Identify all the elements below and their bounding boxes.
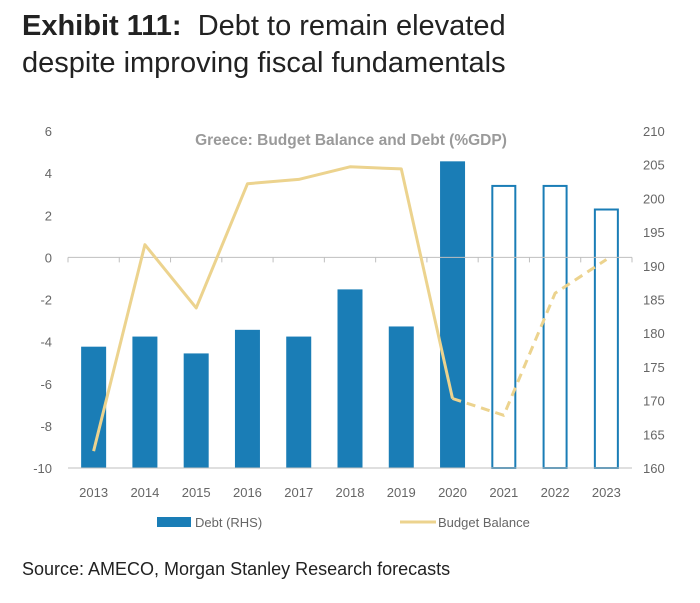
- x-tick-label: 2013: [79, 485, 108, 500]
- legend-label-debt: Debt (RHS): [195, 515, 262, 530]
- right-tick-label: 165: [643, 427, 665, 442]
- exhibit-title: Exhibit 111: Debt to remain elevated des…: [22, 8, 682, 82]
- right-tick-label: 185: [643, 293, 665, 308]
- left-tick-label: -8: [40, 419, 52, 434]
- x-tick-label: 2022: [541, 485, 570, 500]
- right-tick-label: 205: [643, 158, 665, 173]
- left-tick-label: -10: [33, 461, 52, 476]
- left-tick-label: -4: [40, 335, 52, 350]
- debt-bar: [183, 353, 209, 468]
- title-line-1: Exhibit 111: Debt to remain elevated: [22, 8, 682, 45]
- budget-balance-line: [92, 165, 608, 452]
- x-tick-label: 2015: [182, 485, 211, 500]
- right-axis: 160 165 170 175 180 185 190 195 200 205 210: [643, 124, 665, 476]
- x-tick-label: 2020: [438, 485, 467, 500]
- left-tick-label: -2: [40, 293, 52, 308]
- debt-bar: [234, 329, 260, 468]
- debt-bar: [440, 161, 466, 468]
- chart-title: Greece: Budget Balance and Debt (%GDP): [195, 132, 507, 149]
- right-tick-label: 190: [643, 259, 665, 274]
- left-tick-label: 4: [45, 166, 52, 181]
- right-tick-label: 195: [643, 225, 665, 240]
- debt-bar-forecast: [542, 184, 568, 469]
- title-line-2: despite improving fiscal fundamentals: [22, 47, 506, 79]
- left-tick-label: -6: [40, 377, 52, 392]
- x-tick-label: 2018: [336, 485, 365, 500]
- debt-bar: [337, 289, 363, 468]
- source-note: Source: AMECO, Morgan Stanley Research f…: [22, 559, 451, 579]
- x-tick-label: 2023: [592, 485, 621, 500]
- x-tick-label: 2017: [284, 485, 313, 500]
- legend-swatch-debt: [157, 517, 191, 527]
- right-tick-label: 180: [643, 326, 665, 341]
- x-axis: 2013 2014 2015 2016 2017 2018 2019 2020 2021 2022…: [67, 257, 633, 500]
- x-tick-label: 2014: [130, 485, 159, 500]
- title-text: Debt to remain elevated: [197, 10, 506, 42]
- debt-bars: [81, 161, 619, 469]
- debt-bar: [388, 326, 414, 468]
- budget-balance-actual: [92, 165, 454, 452]
- right-tick-label: 210: [643, 124, 665, 139]
- left-tick-label: 0: [45, 250, 52, 265]
- debt-bar: [132, 336, 158, 468]
- exhibit-label: Exhibit 111:: [22, 10, 182, 42]
- x-tick-label: 2019: [387, 485, 416, 500]
- right-tick-label: 175: [643, 360, 665, 375]
- legend-label-budget-balance: Budget Balance: [438, 515, 530, 530]
- budget-balance-forecast: [452, 258, 608, 417]
- debt-bar: [286, 336, 312, 468]
- left-tick-label: 2: [45, 208, 52, 223]
- right-tick-label: 170: [643, 394, 665, 409]
- right-tick-label: 160: [643, 461, 665, 476]
- x-tick-label: 2016: [233, 485, 262, 500]
- x-tick-label: 2021: [489, 485, 518, 500]
- legend: Debt (RHS) Budget Balance: [157, 515, 530, 530]
- debt-bar-forecast: [491, 184, 517, 469]
- left-tick-label: 6: [45, 124, 52, 139]
- right-tick-label: 200: [643, 191, 665, 206]
- debt-bar-forecast: [593, 208, 619, 469]
- left-axis: -10 -8 -6 -4 -2 0 2 4 6: [33, 124, 52, 476]
